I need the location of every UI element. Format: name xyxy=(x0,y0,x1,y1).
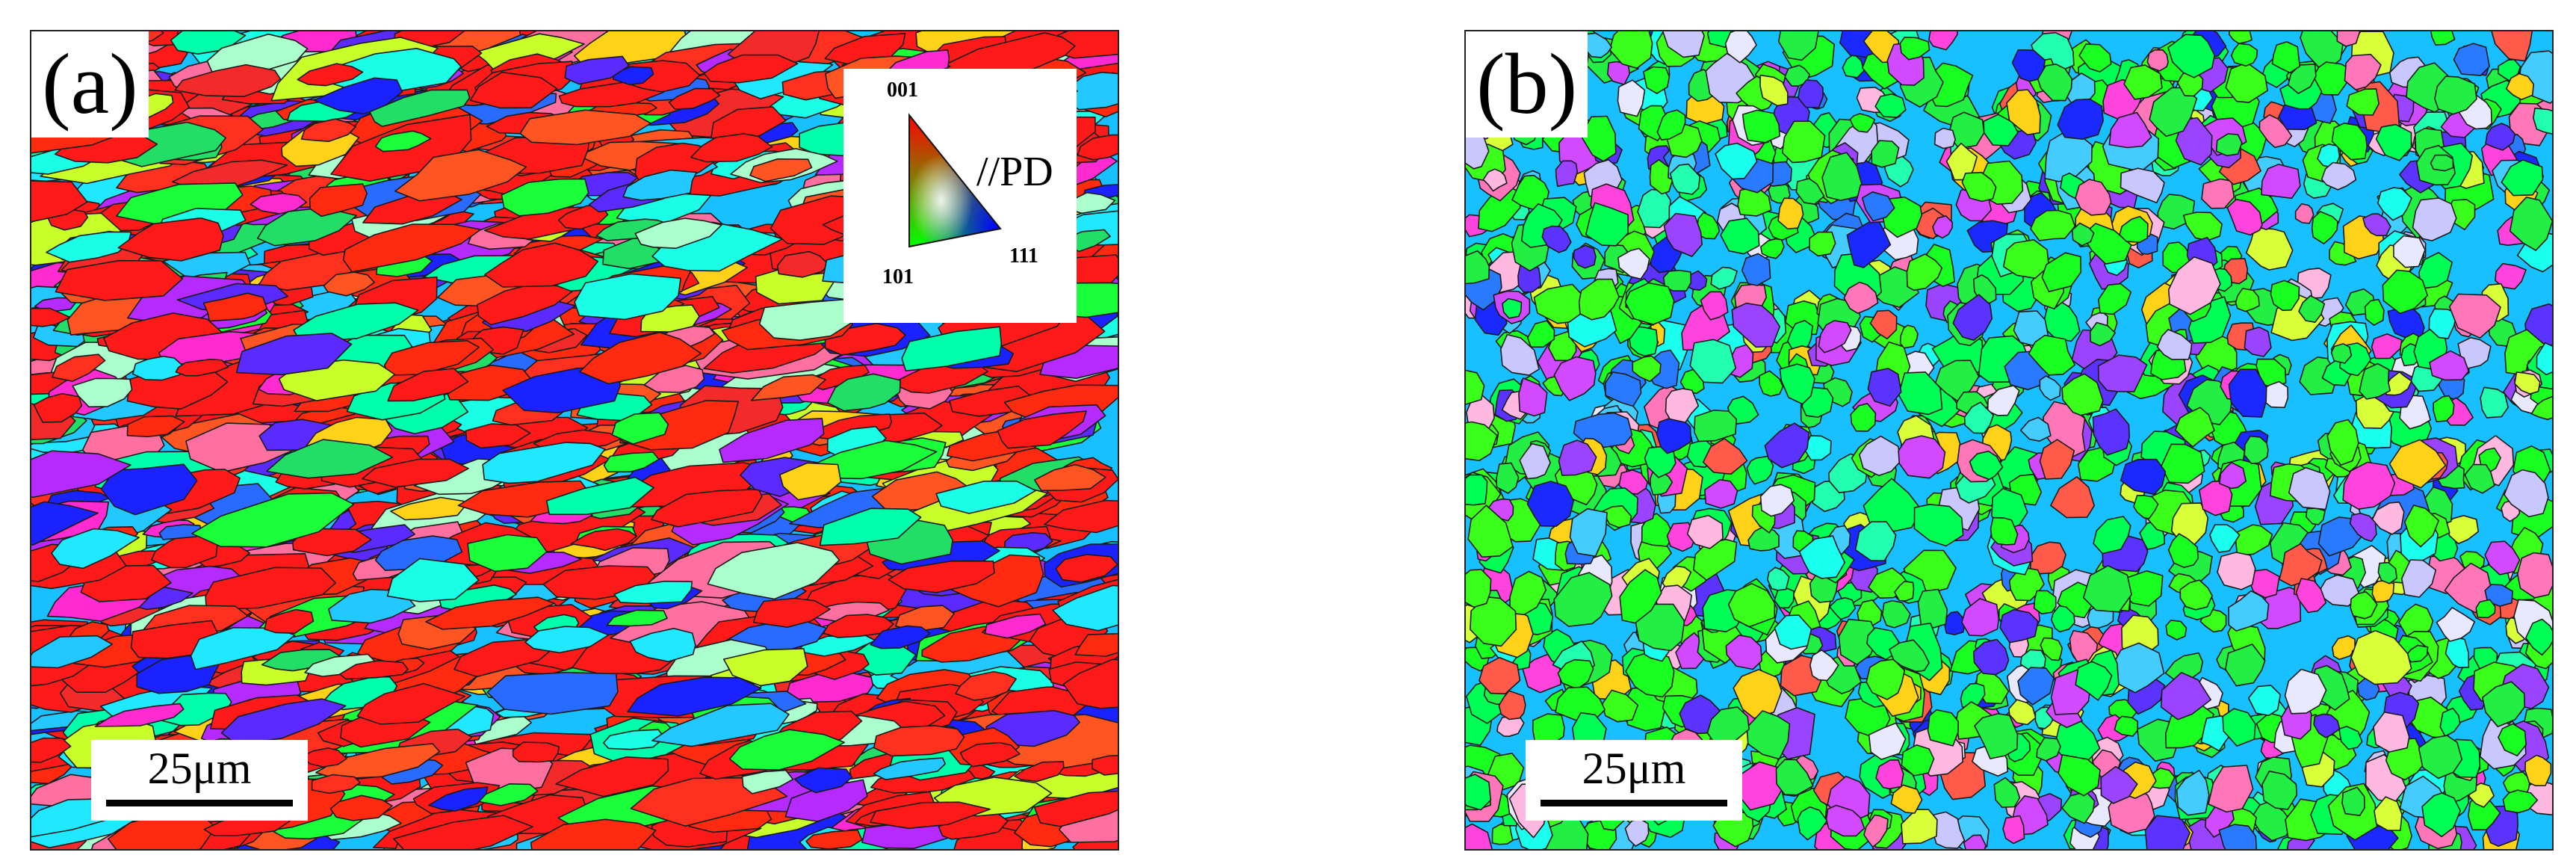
legend-label-111: 111 xyxy=(1009,244,1038,268)
ipf-map-panel-b: (b) 25μm xyxy=(1464,30,2554,851)
panel-label-a: (a) xyxy=(31,31,149,138)
legend-label-001: 001 xyxy=(887,78,918,102)
panel-label-b: (b) xyxy=(1466,31,1588,138)
legend-label-101: 101 xyxy=(882,265,914,289)
scale-label-a: 25μm xyxy=(147,744,252,793)
scale-bar-b: 25μm xyxy=(1526,740,1742,821)
scale-bar-a: 25μm xyxy=(91,740,308,821)
scale-line-a xyxy=(106,800,293,806)
scale-line-b xyxy=(1541,800,1727,806)
ipf-map-panel-a: (a) 001 101 1 xyxy=(30,30,1119,851)
ipf-triangle xyxy=(908,113,1002,248)
ipf-legend: 001 101 111 //PD xyxy=(843,69,1077,323)
legend-direction: //PD xyxy=(976,149,1053,195)
grain-map-b xyxy=(1466,31,2552,849)
scale-label-b: 25μm xyxy=(1582,744,1686,793)
